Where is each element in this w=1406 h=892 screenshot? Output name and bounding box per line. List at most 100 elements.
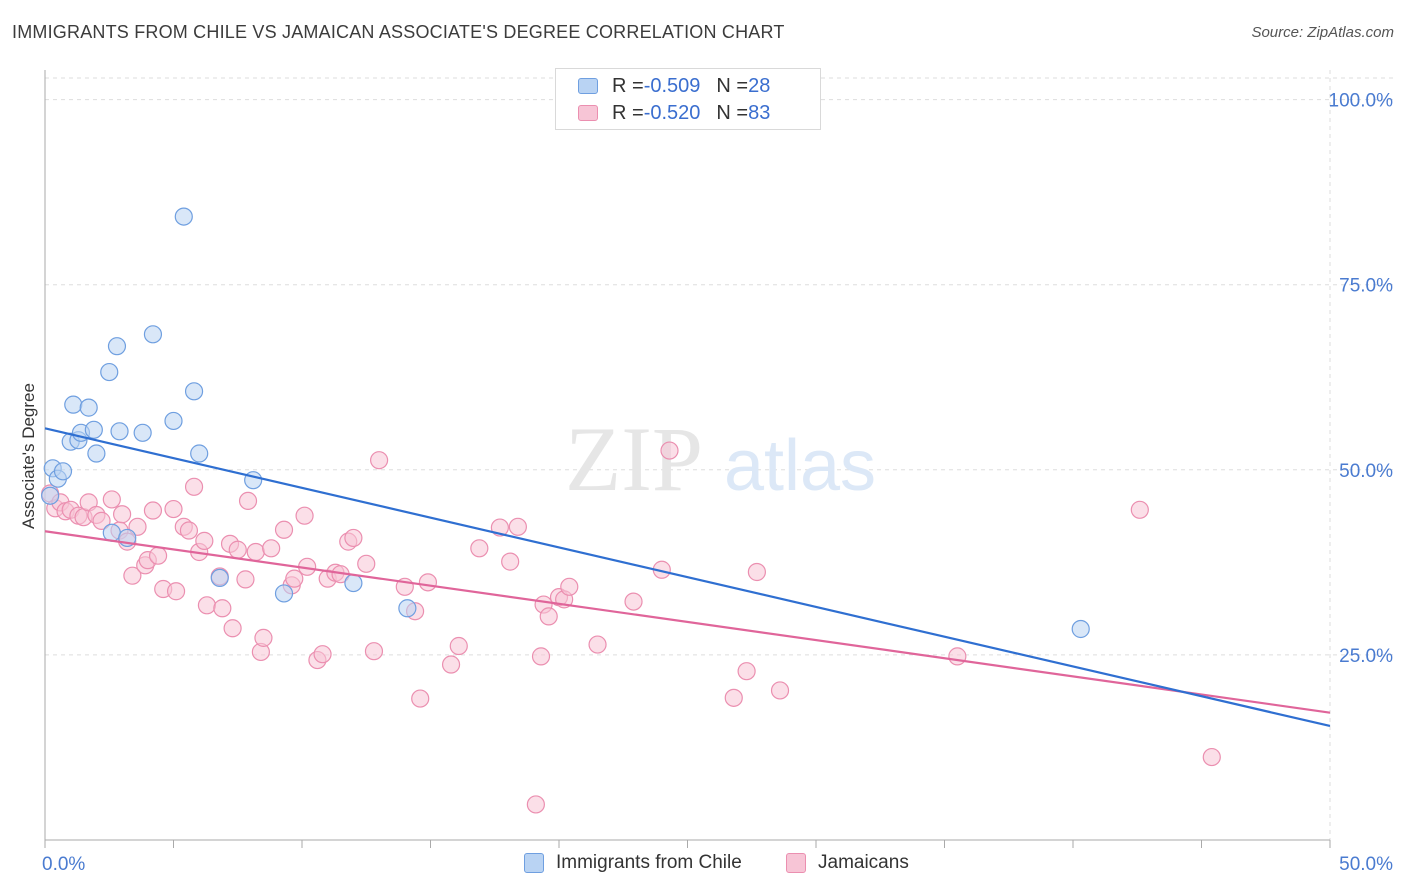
legend-row-jamaicans: R = -0.520 N = 83 <box>578 101 770 125</box>
jamaicans-point-73 <box>624 592 643 611</box>
series-legend-item-chile: Immigrants from Chile <box>524 852 742 874</box>
jamaicans-point-42 <box>285 569 304 588</box>
jamaicans-point-40 <box>274 520 294 539</box>
y-tick-label-3: 100.0% <box>1329 91 1394 112</box>
jamaicans-trend-line <box>44 530 1331 714</box>
jamaicans-point-27 <box>195 531 214 550</box>
jamaicans-point-46 <box>313 645 332 664</box>
chile-point-16 <box>133 423 152 442</box>
jamaicans-point-18 <box>143 501 163 520</box>
jamaicans-point-72 <box>588 635 607 654</box>
chile-point-19 <box>174 207 193 226</box>
chile-point-14 <box>110 422 129 441</box>
trend-lines <box>44 427 1331 728</box>
jamaicans-point-75 <box>660 441 679 460</box>
chile-point-18 <box>164 411 183 431</box>
jamaicans-point-60 <box>449 636 468 656</box>
jamaicans-point-12 <box>112 505 132 524</box>
axis-layer <box>44 70 1331 848</box>
legend-n-label: N = <box>716 74 749 97</box>
jamaicans-point-61 <box>470 539 489 558</box>
legend-n-value-jamaicans: 83 <box>748 101 771 124</box>
series-legend-label-chile: Immigrants from Chile <box>556 852 742 873</box>
chile-point-13 <box>107 337 127 356</box>
chile-point-21 <box>190 444 209 463</box>
jamaicans-point-51 <box>344 528 363 548</box>
jamaicans-point-63 <box>501 552 520 571</box>
series-legend-swatch-chile <box>524 853 544 873</box>
y-tick-label-0: 25.0% <box>1339 646 1393 667</box>
jamaicans-point-33 <box>228 540 247 559</box>
jamaicans-point-52 <box>357 554 376 573</box>
legend-n-value-chile: 28 <box>748 74 771 97</box>
chile-point-11 <box>100 362 119 382</box>
jamaicans-point-76 <box>724 688 743 707</box>
chile-point-5 <box>64 395 83 414</box>
legend-swatch-jamaicans <box>578 105 598 121</box>
jamaicans-point-81 <box>1130 500 1149 519</box>
y-tick-label-2: 75.0% <box>1339 276 1393 297</box>
y-tick-label-1: 50.0% <box>1339 461 1393 482</box>
jamaicans-point-54 <box>370 451 389 470</box>
chile-point-24 <box>274 584 294 603</box>
correlation-legend: R = -0.509 N = 28 R = -0.520 N = 83 <box>555 68 821 130</box>
jamaicans-point-10 <box>102 490 121 509</box>
jamaicans-point-53 <box>364 642 384 661</box>
chile-point-22 <box>210 568 229 588</box>
series-legend-item-jamaicans: Jamaicans <box>786 852 909 874</box>
jamaicans-point-22 <box>166 582 186 601</box>
jamaicans-point-25 <box>184 477 204 496</box>
chart-title: IMMIGRANTS FROM CHILE VS JAMAICAN ASSOCI… <box>12 22 785 42</box>
legend-r-value-jamaicans: -0.520 <box>643 101 701 124</box>
chile-point-3 <box>53 462 73 481</box>
jamaicans-point-35 <box>238 491 258 511</box>
y-axis-label: Associate's Degree <box>19 383 38 529</box>
x-tick-label-0: 0.0% <box>42 854 85 875</box>
jamaicans-point-78 <box>747 562 766 582</box>
chile-point-9 <box>84 420 103 439</box>
jamaicans-point-71 <box>560 577 579 596</box>
jamaicans-point-82 <box>1202 747 1221 767</box>
grid-layer <box>45 70 1395 840</box>
jamaicans-point-39 <box>262 539 281 558</box>
jamaicans-point-57 <box>411 689 430 708</box>
chile-point-10 <box>87 444 106 463</box>
jamaicans-point-68 <box>539 607 558 626</box>
legend-swatch-chile <box>578 78 598 94</box>
watermark-zip: ZIP <box>565 408 703 510</box>
jamaicans-points <box>41 441 1221 814</box>
jamaicans-point-64 <box>508 517 527 536</box>
chile-point-25 <box>344 573 363 593</box>
x-tick-label-1: 50.0% <box>1339 854 1393 875</box>
jamaicans-point-38 <box>254 628 273 647</box>
legend-r-label: R = <box>612 101 644 124</box>
jamaicans-point-43 <box>295 506 314 525</box>
jamaicans-point-9 <box>92 511 111 530</box>
chile-point-12 <box>102 523 121 542</box>
tick-labels: 25.0% 50.0% 75.0% 100.0% 0.0% 50.0% <box>42 91 1393 875</box>
series-legend-label-jamaicans: Jamaicans <box>818 852 909 873</box>
jamaicans-point-21 <box>164 499 183 519</box>
series-legend-swatch-jamaicans <box>786 853 806 873</box>
chile-point-0 <box>41 486 60 505</box>
jamaicans-point-32 <box>223 619 242 638</box>
jamaicans-point-34 <box>236 570 255 589</box>
legend-r-value-chile: -0.509 <box>643 74 701 97</box>
jamaicans-point-28 <box>197 596 217 615</box>
jamaicans-point-24 <box>179 521 199 540</box>
watermark-atlas: atlas <box>724 426 876 506</box>
watermark: ZIP atlas <box>565 408 876 510</box>
jamaicans-point-58 <box>418 573 438 592</box>
chile-trend-line <box>44 427 1331 728</box>
jamaicans-point-15 <box>128 517 147 536</box>
jamaicans-point-19 <box>148 546 168 565</box>
jamaicans-point-14 <box>123 566 142 585</box>
chile-point-27 <box>1071 619 1090 639</box>
chile-point-26 <box>398 599 417 618</box>
jamaicans-point-59 <box>441 655 461 674</box>
jamaicans-point-30 <box>213 599 232 618</box>
jamaicans-point-36 <box>246 542 265 562</box>
jamaicans-point-77 <box>737 662 756 681</box>
chile-point-8 <box>79 398 98 417</box>
